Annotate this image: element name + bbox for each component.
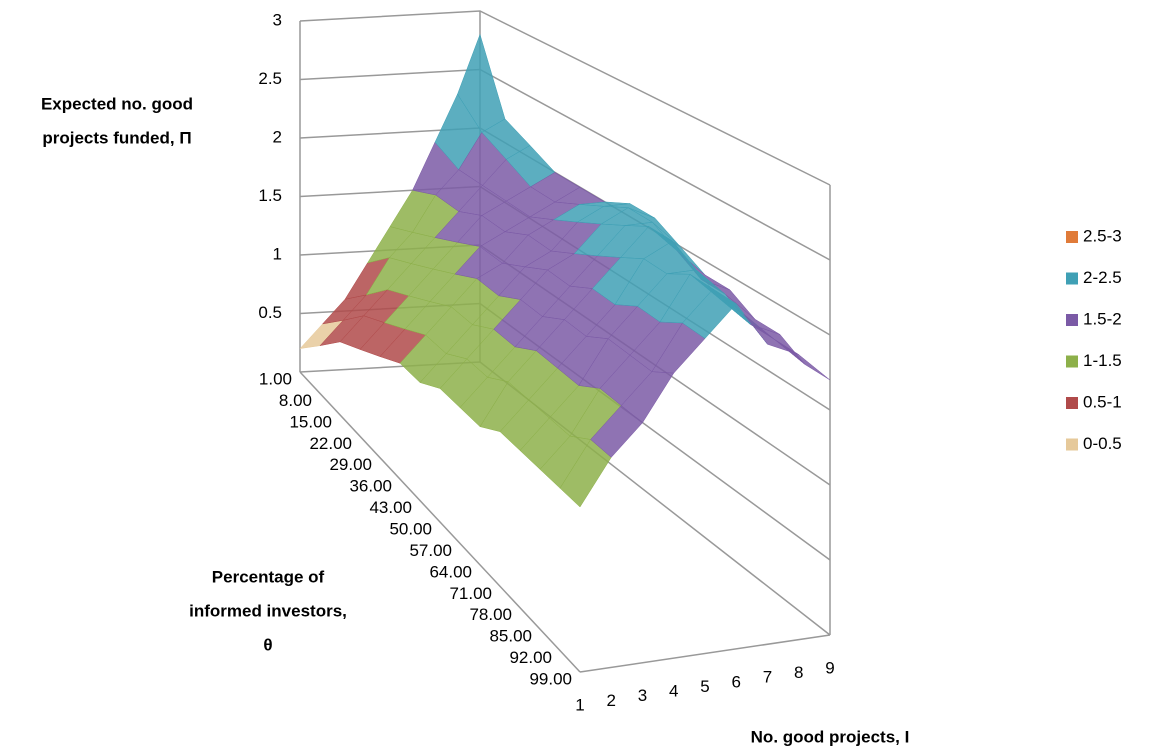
- legend-swatch: [1066, 438, 1078, 451]
- z-axis-title: Expected no. good: [41, 94, 193, 113]
- x-tick-label: 2: [607, 691, 616, 710]
- z-tick-label: 2: [273, 127, 282, 146]
- x-tick-label: 5: [700, 677, 709, 696]
- y-tick-label: 71.00: [449, 584, 492, 603]
- y-tick-label: 64.00: [429, 562, 472, 581]
- z-tick-label: 1: [273, 244, 282, 263]
- y-tick-label: 99.00: [529, 669, 572, 688]
- grid-line: [299, 10, 831, 186]
- z-tick-label: 2.5: [258, 69, 282, 88]
- legend-swatch: [1066, 355, 1078, 368]
- y-tick-label: 43.00: [369, 498, 412, 517]
- x-tick-label: 3: [638, 686, 647, 705]
- legend-label: 1.5-2: [1083, 309, 1122, 328]
- x-tick-label: 4: [669, 682, 678, 701]
- x-tick-label: 1: [575, 695, 584, 714]
- legend-label: 2.5-3: [1083, 226, 1122, 245]
- floor-edge: [579, 634, 831, 673]
- legend-label: 0.5-1: [1083, 392, 1122, 411]
- y-tick-label: 1.00: [259, 369, 292, 388]
- legend-label: 2-2.5: [1083, 268, 1122, 287]
- y-tick-label: 36.00: [349, 477, 392, 496]
- y-tick-label: 92.00: [509, 648, 552, 667]
- legend-swatch: [1066, 272, 1078, 285]
- legend-label: 1-1.5: [1083, 351, 1122, 370]
- y-tick-label: 8.00: [279, 391, 312, 410]
- x-tick-label: 9: [825, 658, 834, 677]
- y-tick-label: 78.00: [469, 605, 512, 624]
- z-tick-label: 0.5: [258, 303, 282, 322]
- y-tick-label: 22.00: [309, 434, 352, 453]
- y-tick-label: 57.00: [409, 541, 452, 560]
- x-axis-title: No. good projects, I: [751, 727, 910, 746]
- y-tick-label: 29.00: [329, 455, 372, 474]
- legend-swatch: [1066, 397, 1078, 409]
- z-tick-label: 1.5: [258, 186, 282, 205]
- surface-patch: [774, 339, 831, 381]
- y-tick-label: 15.00: [289, 412, 332, 431]
- y-axis-title: θ: [263, 635, 272, 654]
- x-tick-label: 6: [732, 672, 741, 691]
- x-tick-label: 7: [763, 668, 772, 687]
- z-tick-label: 3: [273, 10, 282, 29]
- y-tick-label: 50.00: [389, 519, 432, 538]
- y-axis-title: informed investors,: [189, 601, 347, 620]
- z-axis-title: projects funded, Π: [42, 128, 191, 147]
- y-tick-label: 85.00: [489, 627, 532, 646]
- legend-swatch: [1066, 231, 1078, 243]
- legend-swatch: [1066, 314, 1078, 326]
- floor-edge: [299, 371, 581, 673]
- y-axis-title: Percentage of: [212, 567, 325, 586]
- x-tick-label: 8: [794, 663, 803, 682]
- legend-label: 0-0.5: [1083, 434, 1122, 453]
